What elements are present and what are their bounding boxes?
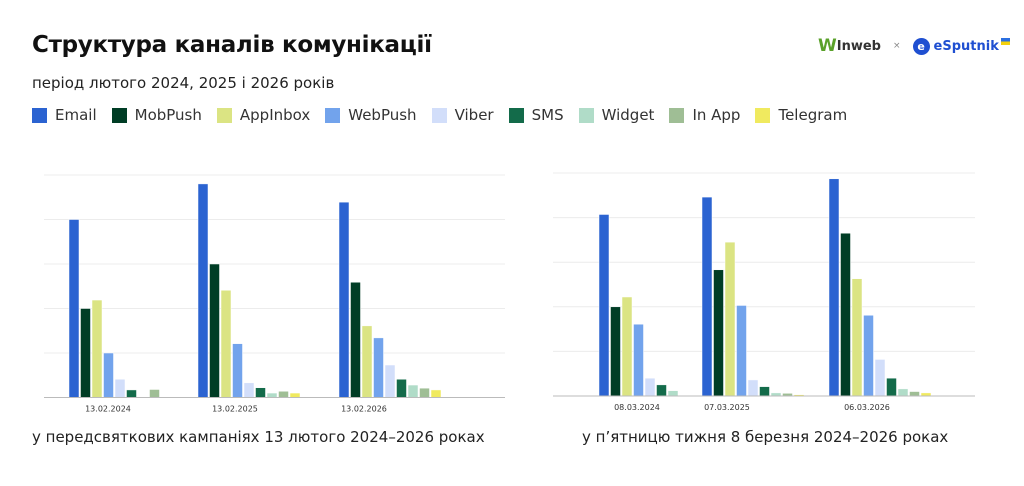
legend-item: MobPush [111,106,202,124]
bar-sms [396,379,407,398]
legend-item: Widget [578,106,655,124]
x-tick-label: 13.02.2025 [212,405,258,414]
legend-swatch [32,107,47,123]
x-tick-label: 07.03.2025 [704,403,750,412]
bar-mobpush [713,269,724,397]
bar-viber [747,379,759,397]
bar-appinbox [724,241,736,397]
legend-swatch [325,107,341,123]
bar-sms [255,387,266,398]
legend-item: WebPush [325,106,417,124]
bar-mobpush [80,308,91,398]
bar-sms [126,389,137,398]
bar-email [828,178,840,397]
x-tick-label: 13.02.2024 [85,405,131,414]
legend-label: Widget [601,106,655,124]
bar-telegram [289,392,301,398]
bar-appinbox [621,296,633,397]
bar-in-app [278,391,289,398]
bar-in-app [909,391,920,397]
bar-sms [886,377,897,397]
legend-label: Email [55,106,97,124]
bar-viber [644,377,656,397]
bar-email [701,196,713,397]
legend-item: AppInbox [216,106,311,124]
bar-in-app [149,389,160,398]
legend-item: SMS [508,106,564,124]
legend: Email MobPush AppInbox WebPush Viber SMS Widge… [32,106,862,124]
bar-viber [243,382,255,398]
legend-swatch [431,107,447,123]
x-tick-label: 06.03.2026 [844,403,890,412]
legend-item: Telegram [755,106,847,124]
legend-label: SMS [531,106,564,124]
x-tick-label: 08.03.2024 [614,403,660,412]
legend-label: Telegram [778,106,848,124]
logos: W Inweb × e eSputnik [818,36,1010,56]
legend-item: Email [32,106,97,124]
bar-email [338,201,350,398]
logo-separator: × [893,41,901,51]
legend-swatch [578,107,594,123]
bar-in-app [419,387,430,398]
legend-swatch [111,107,127,123]
bar-viber [114,379,126,398]
bar-appinbox [851,278,863,397]
bar-widget [667,390,679,397]
bar-sms [656,384,667,397]
ukraine-flag-icon [1000,37,1010,45]
legend-swatch [755,107,771,123]
bar-widget [266,392,278,398]
bar-mobpush [840,232,851,397]
bar-webpush [736,305,747,397]
legend-label: AppInbox [239,106,311,124]
legend-item: In App [669,106,740,124]
bar-webpush [103,352,114,398]
bar-webpush [863,315,874,397]
page-title: Структура каналів комунікації [32,32,432,58]
bar-email [68,219,80,398]
page-subtitle: період лютого 2024, 2025 і 2026 років [32,74,335,92]
legend-label: MobPush [134,106,202,124]
bar-mobpush [350,281,361,398]
bar-telegram [430,389,442,398]
bar-appinbox [220,290,232,398]
legend-item: Viber [431,106,494,124]
legend-swatch [216,107,232,123]
legend-swatch [669,107,685,123]
bar-mobpush [610,306,621,397]
bar-widget [897,388,909,397]
bar-webpush [633,323,644,397]
inweb-logo: W Inweb [818,36,881,56]
legend-label: WebPush [348,106,417,124]
esputnik-logo: e eSputnik [912,37,1010,55]
x-tick-label: 13.02.2026 [341,405,387,414]
bar-email [598,214,610,397]
bar-widget [407,384,419,398]
chart-caption-right: у п’ятницю тижня 8 березня 2024–2026 рок… [582,428,949,446]
chart-caption-left: у передсвяткових кампаніях 13 лютого 202… [32,428,485,446]
bar-email [197,183,209,398]
bar-appinbox [91,299,103,398]
bar-webpush [373,337,384,398]
inweb-logo-text: Inweb [836,38,881,54]
bar-sms [759,386,770,397]
esputnik-logo-text: eSputnik [933,38,999,54]
bar-viber [384,364,396,398]
legend-label: Viber [454,106,494,124]
bar-mobpush [209,263,220,398]
legend-label: In App [692,106,741,124]
legend-swatch [508,107,524,123]
bar-appinbox [361,325,373,398]
bar-viber [874,359,886,397]
bar-webpush [232,343,243,398]
